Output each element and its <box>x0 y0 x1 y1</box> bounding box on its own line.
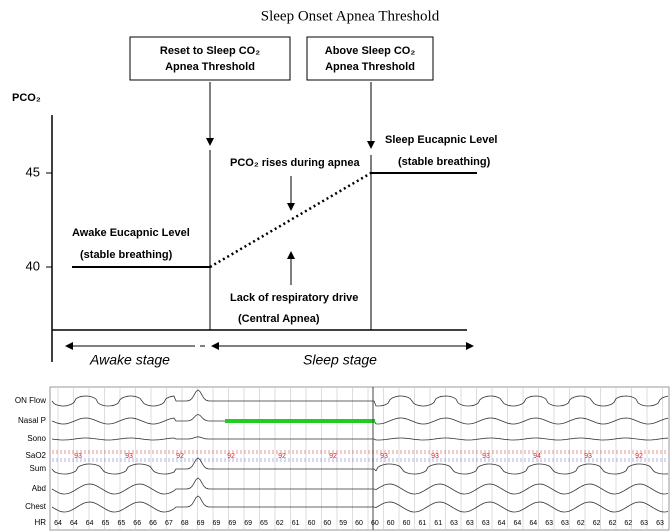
apnea-bar <box>225 419 375 423</box>
annotation: Sleep Eucapnic Level <box>385 134 498 146</box>
hr-value: 69 <box>213 520 221 527</box>
box-text: Reset to Sleep CO₂ <box>160 45 260 57</box>
box <box>307 37 433 80</box>
hr-value: 68 <box>181 520 189 527</box>
annotation: (stable breathing) <box>80 249 173 261</box>
box-text: Apnea Threshold <box>325 61 415 73</box>
sao2-value: 93 <box>584 453 592 460</box>
hr-value: 69 <box>244 520 252 527</box>
channel-label: Sono <box>27 434 46 443</box>
hr-value: 62 <box>577 520 585 527</box>
hr-value: 65 <box>117 520 125 527</box>
axis-label: PCO₂ <box>12 92 41 104</box>
sao2-value: 92 <box>329 453 337 460</box>
channel-label: Nasal P <box>18 416 46 425</box>
hr-value: 60 <box>323 520 331 527</box>
channel-label: HR <box>34 518 46 527</box>
box <box>130 37 290 80</box>
annotation: Lack of respiratory drive <box>230 292 358 304</box>
hr-value: 59 <box>339 520 347 527</box>
box-text: Apnea Threshold <box>165 61 255 73</box>
hr-value: 63 <box>640 520 648 527</box>
hr-value: 60 <box>355 520 363 527</box>
hr-value: 63 <box>482 520 490 527</box>
hr-value: 60 <box>387 520 395 527</box>
channel-label: SaO2 <box>26 451 47 460</box>
annotation: Awake Eucapnic Level <box>72 227 190 239</box>
sao2-value: 92 <box>227 453 235 460</box>
sao2-value: 93 <box>380 453 388 460</box>
hr-value: 60 <box>371 520 379 527</box>
hr-value: 62 <box>609 520 617 527</box>
box-text: Above Sleep CO₂ <box>325 45 416 57</box>
hr-value: 63 <box>656 520 664 527</box>
sao2-value: 94 <box>533 453 541 460</box>
hr-value: 64 <box>86 520 94 527</box>
hr-value: 62 <box>276 520 284 527</box>
hr-value: 63 <box>450 520 458 527</box>
tick-label: 45 <box>26 164 40 179</box>
hr-value: 63 <box>561 520 569 527</box>
channel-label: ON Flow <box>15 396 46 405</box>
annotation: (Central Apnea) <box>238 313 320 325</box>
hr-value: 64 <box>70 520 78 527</box>
hr-value: 66 <box>149 520 157 527</box>
stage-label: Sleep stage <box>303 352 377 368</box>
hr-value: 64 <box>529 520 537 527</box>
channel-label: Sum <box>30 464 47 473</box>
title: Sleep Onset Apnea Threshold <box>261 8 440 24</box>
channel-label: Abd <box>32 484 46 493</box>
hr-value: 69 <box>197 520 205 527</box>
annotation: (stable breathing) <box>398 156 491 168</box>
sao2-value: 92 <box>635 453 643 460</box>
hr-value: 69 <box>228 520 236 527</box>
sao2-value: 93 <box>74 453 82 460</box>
sao2-value: 92 <box>278 453 286 460</box>
sao2-value: 93 <box>125 453 133 460</box>
hr-value: 65 <box>260 520 268 527</box>
sao2-value: 93 <box>431 453 439 460</box>
hr-value: 64 <box>498 520 506 527</box>
hr-value: 66 <box>133 520 141 527</box>
hr-value: 60 <box>308 520 316 527</box>
sao2-value: 92 <box>176 453 184 460</box>
hr-value: 64 <box>54 520 62 527</box>
hr-value: 62 <box>593 520 601 527</box>
figure: Sleep Onset Apnea Threshold Reset to Sle… <box>0 0 670 531</box>
hr-value: 61 <box>418 520 426 527</box>
sao2-value: 93 <box>482 453 490 460</box>
stage-label: Awake stage <box>89 352 170 368</box>
hr-value: 63 <box>545 520 553 527</box>
hr-value: 63 <box>466 520 474 527</box>
hr-value: 67 <box>165 520 173 527</box>
hr-value: 65 <box>102 520 110 527</box>
hr-value: 62 <box>624 520 632 527</box>
hr-value: 60 <box>403 520 411 527</box>
hr-value: 64 <box>514 520 522 527</box>
annotation: PCO₂ rises during apnea <box>230 157 360 169</box>
hr-value: 61 <box>434 520 442 527</box>
channel-label: Chest <box>25 502 47 511</box>
hr-value: 61 <box>292 520 300 527</box>
trace-panel <box>50 387 669 530</box>
tick-label: 40 <box>26 258 40 273</box>
